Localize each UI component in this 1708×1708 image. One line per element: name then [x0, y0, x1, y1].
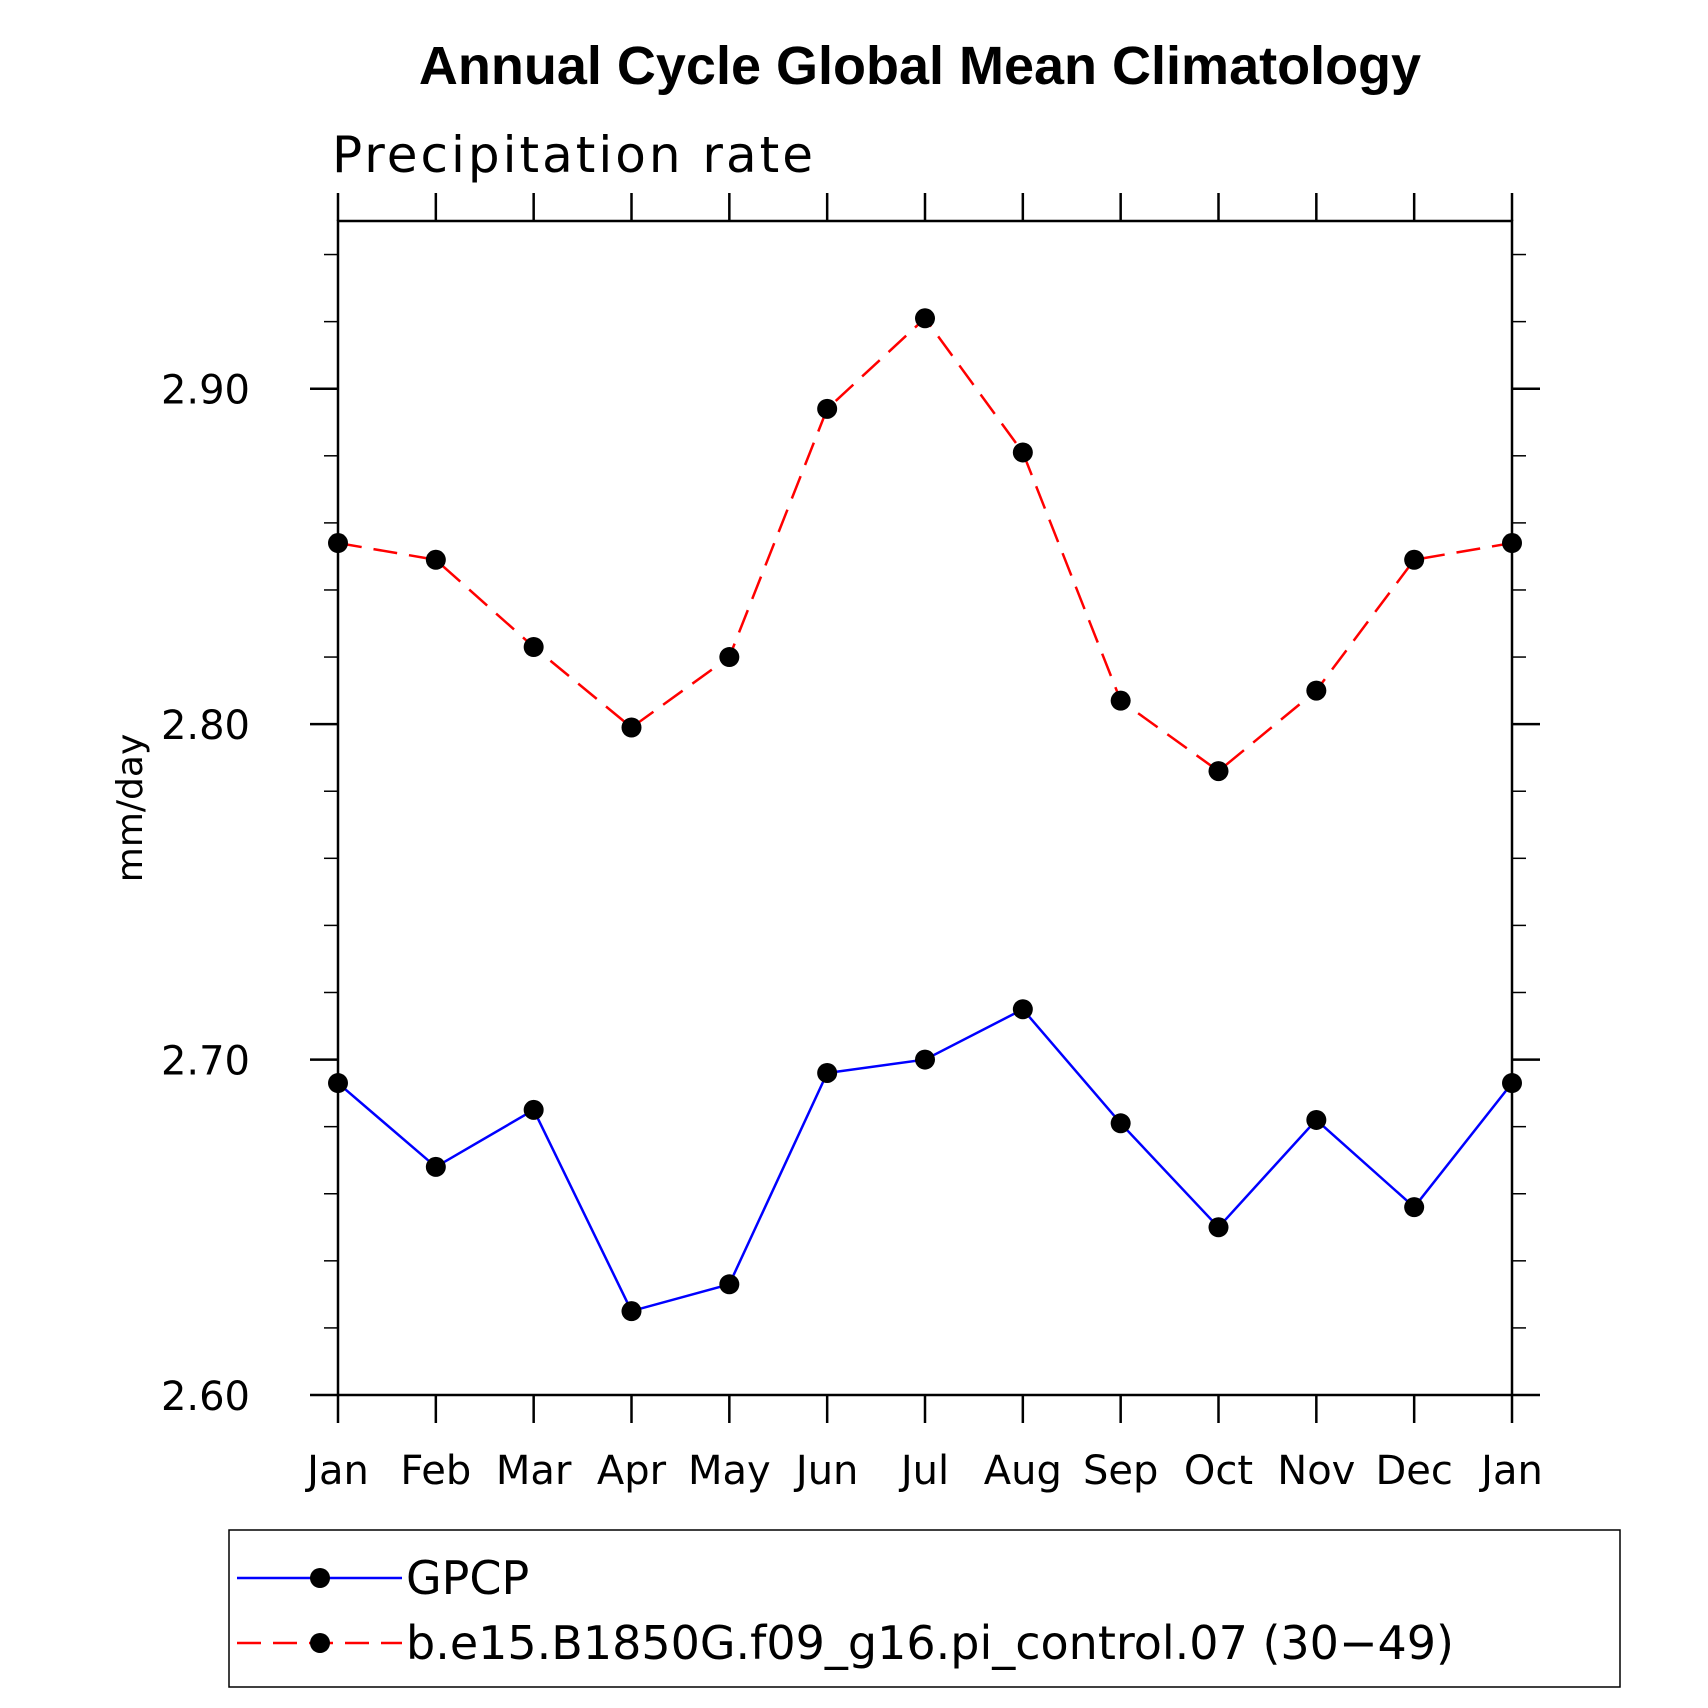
y-tick-label: 2.80: [161, 703, 250, 749]
data-point: [523, 636, 544, 657]
legend: GPCP b.e15.B1850G.f09_g16.pi_control.07 (…: [237, 1551, 1454, 1670]
data-point: [915, 1049, 935, 1070]
y-tick-labels: 2.60 2.70 2.80 2.90: [161, 368, 250, 1420]
data-point: [621, 717, 642, 738]
legend-box: [228, 1529, 1621, 1688]
data-point: [1404, 549, 1425, 570]
data-point: [1502, 533, 1522, 554]
x-tick-label: Jul: [898, 1448, 949, 1494]
y-tick-label: 2.70: [161, 1039, 250, 1085]
chart-subtitle: Precipitation rate: [332, 126, 816, 184]
data-point: [621, 1301, 642, 1322]
data-point: [1502, 1073, 1522, 1094]
y-tick-label: 2.90: [161, 368, 250, 414]
data-point: [817, 1062, 838, 1083]
x-tick-label: Mar: [496, 1448, 572, 1494]
data-point: [328, 533, 348, 554]
legend-label: GPCP: [406, 1551, 529, 1605]
series-1: [328, 999, 1522, 1322]
data-point: [719, 647, 740, 668]
series-layer: [328, 308, 1522, 1322]
data-point: [1012, 999, 1033, 1020]
x-tick-label: Oct: [1184, 1448, 1253, 1494]
data-point: [1208, 1217, 1229, 1238]
data-point: [1306, 1109, 1327, 1130]
series-2: [328, 308, 1522, 782]
data-point: [1110, 690, 1131, 711]
axis-ticks: [310, 193, 1540, 1423]
data-point: [425, 549, 446, 570]
data-point: [1208, 761, 1229, 782]
y-axis-label: mm/day: [110, 734, 151, 882]
data-point: [1404, 1197, 1425, 1218]
x-tick-labels: Jan Feb Mar Apr May Jun Jul Aug Sep Oct Nov Dec Jan: [304, 1448, 1543, 1494]
data-point: [523, 1099, 544, 1120]
data-point: [425, 1156, 446, 1177]
x-tick-label: Nov: [1277, 1448, 1355, 1494]
chart-title: Annual Cycle Global Mean Climatology: [419, 36, 1421, 96]
legend-marker: [310, 1568, 330, 1588]
x-tick-label: Jun: [793, 1448, 859, 1494]
x-tick-label: Aug: [984, 1448, 1062, 1494]
x-tick-label: Jan: [304, 1448, 369, 1494]
x-tick-label: May: [688, 1448, 771, 1494]
x-tick-label: Jan: [1478, 1448, 1543, 1494]
x-tick-label: Sep: [1083, 1448, 1158, 1494]
data-point: [1012, 442, 1033, 463]
series-line: [337, 316, 1513, 773]
data-point: [328, 1073, 348, 1094]
data-point: [1110, 1113, 1131, 1134]
data-point: [1306, 680, 1327, 701]
legend-marker: [310, 1633, 330, 1653]
x-tick-label: Dec: [1375, 1448, 1452, 1494]
x-tick-label: Apr: [597, 1448, 667, 1494]
data-point: [915, 308, 935, 329]
legend-label: b.e15.B1850G.f09_g16.pi_control.07 (30−4…: [406, 1616, 1454, 1670]
x-tick-label: Feb: [400, 1448, 471, 1494]
data-point: [817, 398, 838, 419]
y-tick-label: 2.60: [161, 1374, 250, 1420]
plot-frame: [336, 219, 1514, 1397]
data-point: [719, 1274, 740, 1295]
